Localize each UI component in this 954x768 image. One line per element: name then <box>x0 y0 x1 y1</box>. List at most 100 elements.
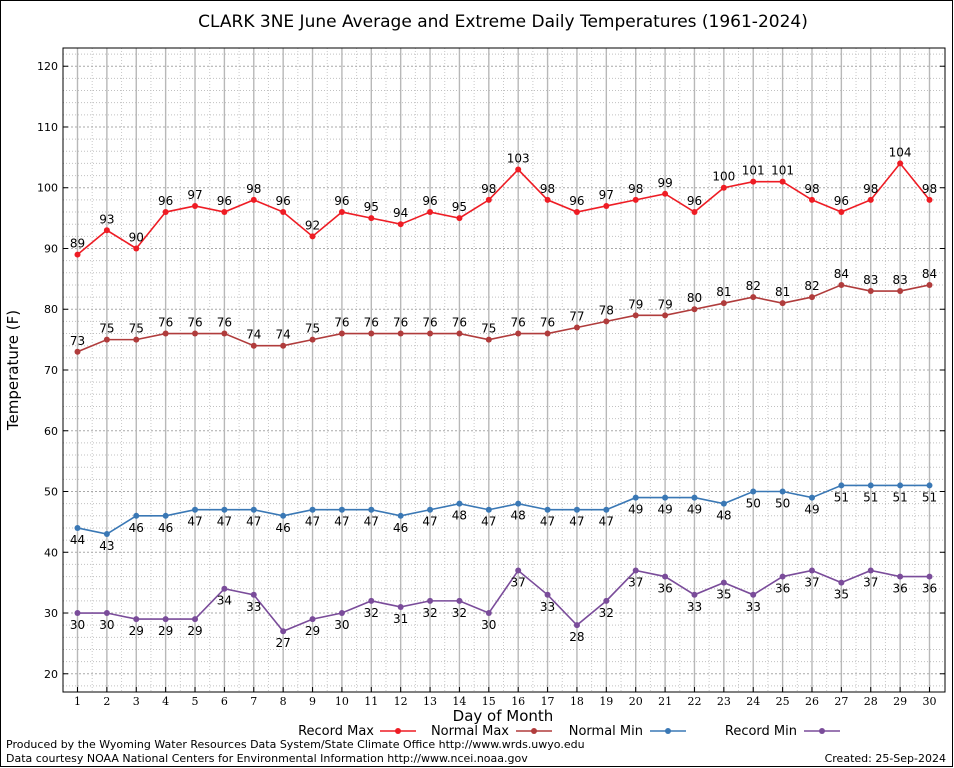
data-label: 32 <box>422 606 437 620</box>
data-point <box>779 573 786 580</box>
data-point <box>544 506 551 513</box>
data-label: 95 <box>452 200 467 214</box>
y-tick-label: 50 <box>44 486 58 499</box>
x-tick-label: 29 <box>893 695 907 708</box>
data-point <box>250 196 257 203</box>
data-point <box>456 215 463 222</box>
data-label: 74 <box>246 328 261 342</box>
data-label: 44 <box>70 533 85 547</box>
x-tick-label: 8 <box>280 695 287 708</box>
data-label: 29 <box>158 624 173 638</box>
chart-title: CLARK 3NE June Average and Extreme Daily… <box>198 12 808 32</box>
x-tick-label: 15 <box>482 695 496 708</box>
data-point <box>133 616 140 623</box>
data-point <box>544 591 551 598</box>
y-tick-label: 80 <box>44 303 58 316</box>
series-group: 73 75 75 76 76 76 74 74 75 76 76 76 76 76 75 76 76 77 78 79… <box>70 267 937 355</box>
data-label: 47 <box>246 515 261 529</box>
data-label: 90 <box>129 230 144 244</box>
data-point <box>603 202 610 209</box>
data-point <box>926 196 933 203</box>
data-point <box>133 336 140 343</box>
x-tick-label: 22 <box>687 695 701 708</box>
data-label: 34 <box>217 594 232 608</box>
data-point <box>632 312 639 319</box>
data-point <box>808 494 815 501</box>
data-point <box>573 324 580 331</box>
data-point <box>485 610 492 617</box>
data-label: 103 <box>507 152 530 166</box>
x-tick-label: 27 <box>834 695 848 708</box>
y-tick-label: 120 <box>37 60 58 73</box>
data-label: 101 <box>742 164 765 178</box>
data-point <box>221 506 228 513</box>
data-point <box>250 506 257 513</box>
data-point <box>103 610 110 617</box>
legend-marker <box>531 728 537 734</box>
data-label: 75 <box>99 322 114 336</box>
data-point <box>603 506 610 513</box>
y-tick-label: 20 <box>44 668 58 681</box>
data-label: 31 <box>393 612 408 626</box>
y-axis-ticks: 20 30 40 50 60 70 80 90 100 110 120 <box>37 60 945 681</box>
data-point <box>838 281 845 288</box>
data-point <box>368 330 375 337</box>
data-label: 29 <box>187 624 202 638</box>
x-tick-label: 7 <box>250 695 257 708</box>
data-point <box>897 160 904 167</box>
data-point <box>691 209 698 216</box>
data-label: 76 <box>540 316 555 330</box>
data-label: 51 <box>922 490 937 504</box>
data-label: 33 <box>246 600 261 614</box>
data-label: 98 <box>628 182 643 196</box>
data-point <box>221 209 228 216</box>
x-tick-label: 24 <box>746 695 760 708</box>
y-tick-label: 90 <box>44 242 58 255</box>
data-label: 29 <box>129 624 144 638</box>
data-label: 36 <box>775 582 790 596</box>
data-label: 49 <box>628 503 643 517</box>
data-point <box>338 330 345 337</box>
data-label: 79 <box>628 297 643 311</box>
data-label: 47 <box>364 515 379 529</box>
x-tick-label: 1 <box>74 695 81 708</box>
data-point <box>309 616 316 623</box>
data-label: 83 <box>892 273 907 287</box>
data-point <box>309 233 316 240</box>
data-point <box>779 178 786 185</box>
data-label: 46 <box>158 521 173 535</box>
data-point <box>280 342 287 349</box>
data-point <box>74 610 81 617</box>
data-label: 30 <box>334 618 349 632</box>
data-label: 37 <box>863 575 878 589</box>
x-tick-label: 25 <box>776 695 790 708</box>
x-axis-label: Day of Month <box>453 707 554 725</box>
data-point <box>485 336 492 343</box>
data-point <box>309 506 316 513</box>
data-label: 36 <box>892 582 907 596</box>
data-label: 47 <box>422 515 437 529</box>
data-label: 84 <box>834 267 849 281</box>
data-point <box>720 500 727 507</box>
data-point <box>603 597 610 604</box>
data-point <box>427 209 434 216</box>
data-point <box>74 524 81 531</box>
data-point <box>573 506 580 513</box>
data-label: 35 <box>834 588 849 602</box>
data-label: 48 <box>511 509 526 523</box>
data-label: 43 <box>99 539 114 553</box>
data-label: 33 <box>540 600 555 614</box>
data-label: 47 <box>599 515 614 529</box>
data-label: 84 <box>922 267 937 281</box>
x-tick-label: 23 <box>717 695 731 708</box>
data-point <box>280 209 287 216</box>
data-point <box>720 579 727 586</box>
legend-marker <box>819 728 825 734</box>
data-point <box>368 215 375 222</box>
data-label: 92 <box>305 218 320 232</box>
data-label: 95 <box>364 200 379 214</box>
data-point <box>397 512 404 519</box>
data-point <box>573 209 580 216</box>
data-point <box>838 579 845 586</box>
series-group: 89 93 90 96 97 96 98 96 92 96 95 94 96 95 98 103 98 96 97 9… <box>70 145 937 258</box>
